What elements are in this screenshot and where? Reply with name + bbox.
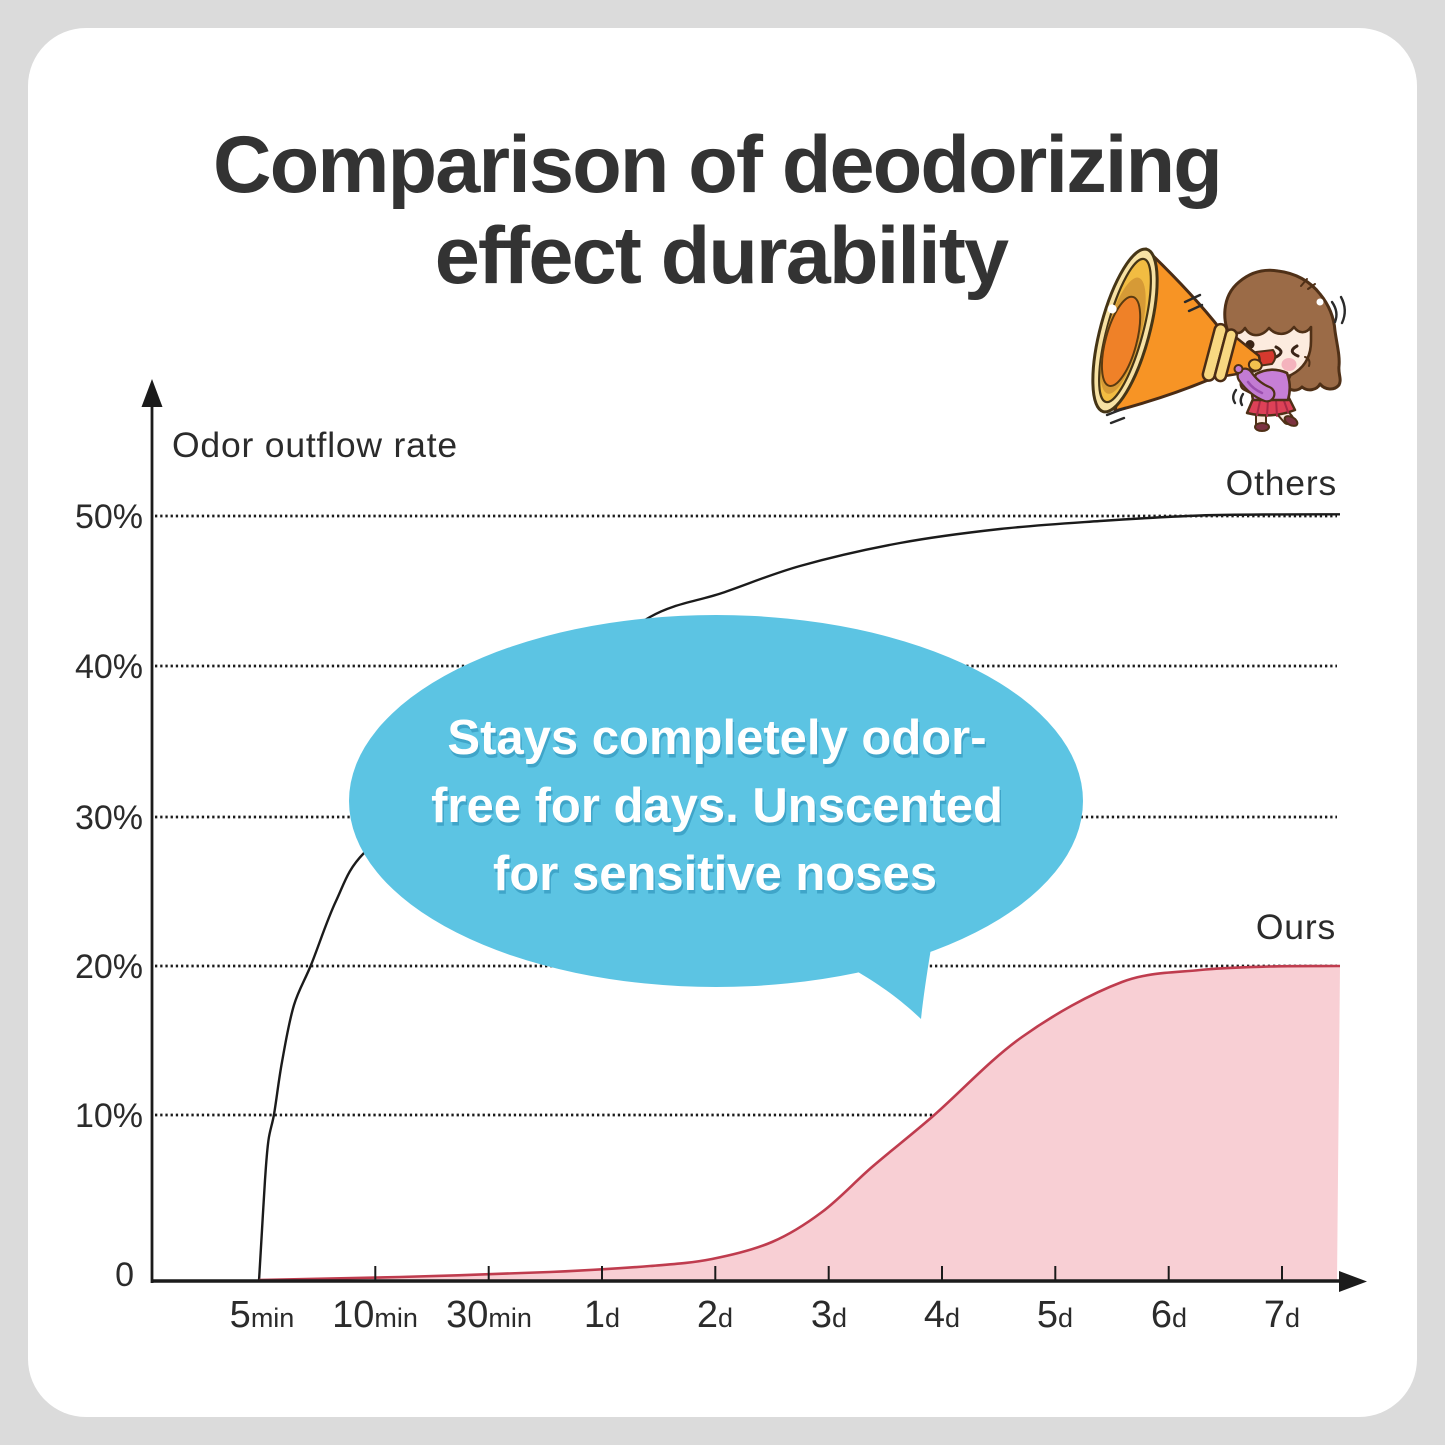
svg-text:6d: 6d (1151, 1294, 1187, 1336)
svg-text:50%: 50% (75, 498, 143, 536)
svg-text:20%: 20% (75, 948, 143, 986)
svg-text:for sensitive noses: for sensitive noses (495, 851, 939, 905)
svg-text:Comparison of deodorizing: Comparison of deodorizing (213, 120, 1221, 210)
svg-text:2d: 2d (697, 1294, 733, 1336)
svg-text:free for days. Unscented: free for days. Unscented (431, 779, 1003, 833)
svg-text:30min: 30min (446, 1294, 532, 1336)
svg-text:4d: 4d (924, 1294, 960, 1336)
svg-text:Ours: Ours (1256, 907, 1336, 947)
svg-text:1d: 1d (584, 1294, 620, 1336)
svg-text:10%: 10% (75, 1097, 143, 1135)
svg-text:30%: 30% (75, 799, 143, 837)
svg-text:7d: 7d (1264, 1294, 1300, 1336)
svg-text:5min: 5min (230, 1294, 295, 1336)
svg-text:10min: 10min (332, 1294, 418, 1336)
svg-text:Stays completely odor-: Stays completely odor- (447, 711, 986, 765)
svg-text:40%: 40% (75, 648, 143, 686)
svg-text:Stays completely odor-: Stays completely odor- (449, 715, 988, 769)
svg-text:for sensitive noses: for sensitive noses (493, 847, 937, 901)
svg-text:0: 0 (115, 1256, 134, 1294)
svg-text:effect durability: effect durability (435, 211, 1009, 301)
svg-text:3d: 3d (811, 1294, 847, 1336)
svg-text:free for days. Unscented: free for days. Unscented (433, 783, 1005, 837)
svg-text:Others: Others (1226, 463, 1337, 503)
svg-text:5d: 5d (1037, 1294, 1073, 1336)
svg-text:Odor outflow rate: Odor outflow rate (172, 425, 458, 465)
